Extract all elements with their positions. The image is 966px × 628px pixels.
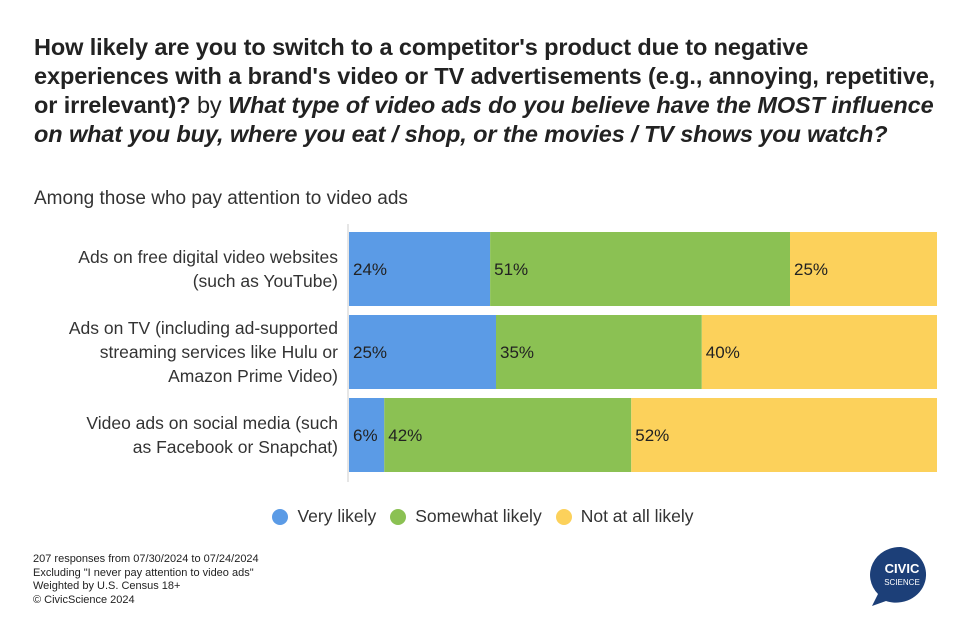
category-label: Video ads on social media (such as Facebo… — [86, 411, 338, 459]
category-label-line: Ads on free digital video websites — [78, 247, 338, 267]
legend-item: Very likely — [272, 506, 376, 527]
title-question-2: What type of video ads do you believe ha… — [34, 92, 934, 147]
bar-segment — [790, 232, 937, 306]
category-label-line: Amazon Prime Video) — [168, 366, 338, 386]
category-label-line: Ads on TV (including ad-supported — [68, 318, 338, 338]
title-by: by — [190, 92, 229, 118]
data-label: 35% — [500, 343, 534, 362]
logo-text-science: SCIENCE — [884, 578, 920, 587]
legend-swatch — [390, 508, 407, 525]
data-label: 40% — [706, 343, 740, 362]
category-label-line: Video ads on social media (such — [86, 413, 338, 433]
bar-segment — [349, 315, 496, 389]
category-label-line: (such as YouTube) — [192, 271, 338, 291]
legend-label: Not at all likely — [580, 506, 694, 526]
data-label: 42% — [388, 426, 422, 445]
legend-item: Somewhat likely — [390, 506, 542, 527]
chart-subtitle: Among those who pay attention to video a… — [34, 188, 408, 209]
category-label: Ads on TV (including ad-supported streami… — [69, 316, 338, 388]
footnote: 207 responses from 07/30/2024 to 07/24/2… — [33, 553, 259, 607]
category-label: Ads on free digital video websites (such … — [78, 245, 338, 293]
footnote-exclusion: Excluding "I never pay attention to vide… — [33, 566, 254, 579]
category-label-line: streaming services like Hulu or — [99, 342, 338, 362]
legend-item: Not at all likely — [555, 506, 694, 527]
legend-label: Very likely — [297, 506, 377, 526]
legend: Very likely Somewhat likely Not at all lik… — [0, 506, 966, 527]
legend-swatch — [272, 508, 289, 525]
bar-segment — [631, 398, 937, 472]
legend-swatch — [555, 508, 572, 525]
bar-segment — [701, 315, 937, 389]
data-label: 25% — [353, 343, 387, 362]
data-label: 51% — [494, 260, 528, 279]
bar-segment — [349, 398, 385, 472]
logo-text-civic: CIVIC — [885, 561, 920, 576]
data-label: 6% — [353, 426, 378, 445]
bar-segment — [496, 315, 702, 389]
legend-label: Somewhat likely — [415, 506, 542, 526]
title-question-1: How likely are you to switch to a compet… — [34, 34, 936, 118]
stacked-bar-chart: 24% 51% 25% 25% 35% 40% 6% 42% 52% — [347, 224, 937, 482]
footnote-responses: 207 responses from 07/30/2024 to 07/24/2… — [33, 553, 259, 565]
civicscience-logo: CIVIC SCIENCE — [870, 546, 927, 606]
bar-segment — [490, 232, 790, 306]
bar-segment — [349, 232, 491, 306]
footnote-copyright: © CivicScience 2024 — [33, 593, 135, 606]
chart-title: How likely are you to switch to a compet… — [34, 33, 944, 149]
data-label: 25% — [794, 260, 828, 279]
bar-segment — [384, 398, 632, 472]
data-label: 52% — [635, 426, 669, 445]
footnote-weighting: Weighted by U.S. Census 18+ — [33, 580, 181, 592]
data-label: 24% — [353, 260, 387, 279]
category-label-line: as Facebook or Snapchat) — [132, 437, 338, 457]
